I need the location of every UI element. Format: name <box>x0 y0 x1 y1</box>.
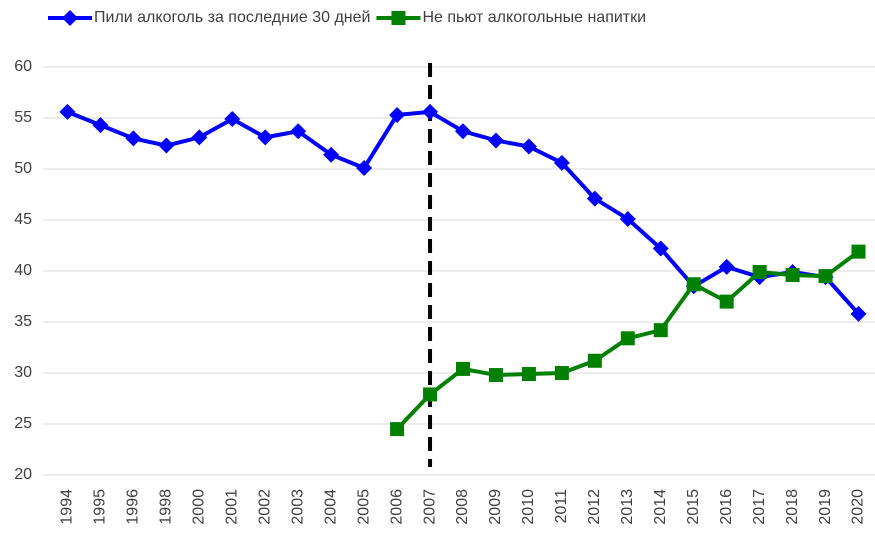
x-tick-label: 2015 <box>685 489 702 525</box>
x-tick-label: 2020 <box>850 489 867 525</box>
point <box>586 190 603 207</box>
point <box>587 353 602 368</box>
point <box>257 129 274 146</box>
x-tick-label: 2003 <box>289 489 306 525</box>
y-tick-label: 50 <box>14 160 32 177</box>
point <box>785 268 800 283</box>
point <box>455 123 471 140</box>
x-tick-label: 2016 <box>718 489 735 525</box>
x-tick-label: 1998 <box>158 489 175 525</box>
point <box>652 240 669 257</box>
x-tick-label: 2002 <box>256 489 273 525</box>
point <box>752 265 767 280</box>
point <box>521 367 536 382</box>
point <box>686 277 701 292</box>
x-tick-label: 2017 <box>751 489 768 525</box>
point <box>423 387 438 402</box>
x-tick-label: 2012 <box>586 489 603 525</box>
point <box>191 129 208 146</box>
x-tick-label: 2008 <box>454 489 471 525</box>
point <box>391 11 406 25</box>
y-tick-label: 60 <box>14 58 32 75</box>
x-tick-label: 2007 <box>421 489 438 525</box>
x-tick-label: 2019 <box>817 489 834 525</box>
x-tick-label: 2013 <box>619 489 636 525</box>
y-tick-label: 30 <box>14 364 32 381</box>
y-tick-label: 20 <box>14 466 32 483</box>
point <box>92 117 109 134</box>
point <box>488 368 503 383</box>
x-tick-label: 2011 <box>553 489 570 524</box>
series-line <box>66 109 861 316</box>
point <box>456 361 470 376</box>
point <box>850 305 867 322</box>
y-tick-label: 40 <box>14 262 32 279</box>
point <box>125 130 142 147</box>
x-tick-label: 2000 <box>191 489 208 525</box>
x-tick-label: 1994 <box>59 489 76 525</box>
x-tick-label: 1996 <box>125 489 142 525</box>
y-tick-label: 35 <box>14 313 32 330</box>
point <box>59 103 76 120</box>
point <box>158 137 175 154</box>
x-tick-label: 2005 <box>355 489 372 525</box>
x-tick-label: 2004 <box>322 489 339 525</box>
point <box>487 132 504 149</box>
y-tick-label: 55 <box>14 109 32 126</box>
x-tick-label: 1995 <box>92 489 109 525</box>
x-tick-label: 2009 <box>487 489 504 525</box>
point <box>718 258 735 275</box>
point <box>389 106 406 123</box>
point <box>554 366 569 380</box>
point <box>851 244 866 259</box>
point <box>62 10 78 26</box>
point <box>520 138 537 155</box>
point <box>653 323 668 338</box>
point <box>553 154 570 171</box>
point <box>224 111 241 128</box>
x-tick-label: 2001 <box>223 489 240 525</box>
point <box>719 294 734 309</box>
legend-label: Пили алкоголь за последние 30 дней <box>94 9 370 26</box>
x-tick-label: 2010 <box>520 489 537 525</box>
y-tick-label: 25 <box>14 415 32 432</box>
point <box>356 159 373 176</box>
y-tick-label: 45 <box>14 211 32 228</box>
point <box>323 146 340 163</box>
point <box>390 422 405 437</box>
point <box>619 210 636 227</box>
legend-label: Не пьют алкогольные напитки <box>422 9 646 26</box>
point <box>818 269 833 284</box>
x-tick-label: 2018 <box>784 489 801 525</box>
point <box>620 331 635 346</box>
x-tick-label: 2006 <box>388 489 405 525</box>
x-tick-label: 2014 <box>652 489 669 525</box>
point <box>422 103 439 120</box>
point <box>290 123 307 140</box>
